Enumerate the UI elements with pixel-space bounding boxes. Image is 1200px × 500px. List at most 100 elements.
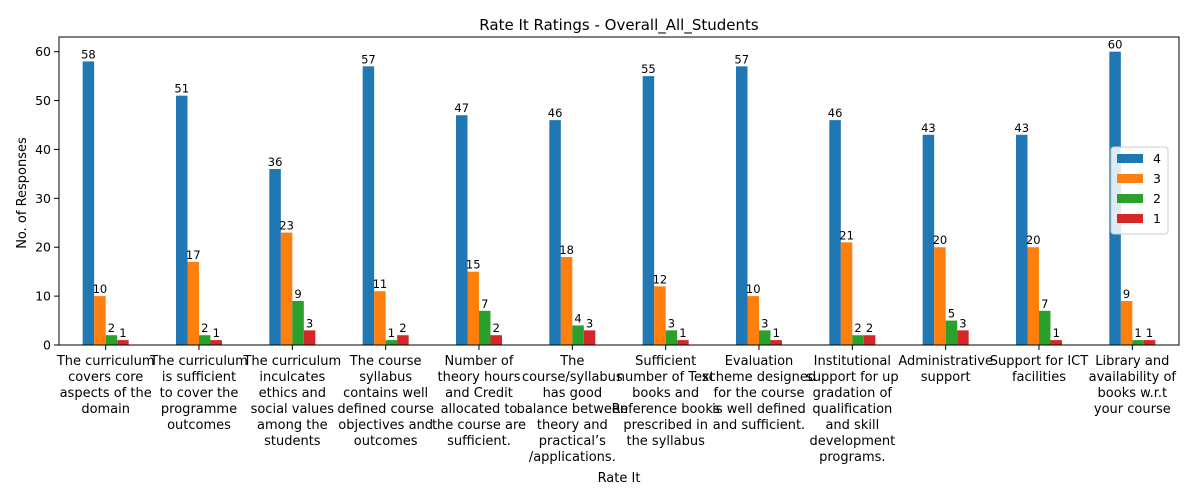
bar-1-8 <box>770 340 782 345</box>
bar-value-label: 3 <box>761 316 768 330</box>
bar-4-5 <box>456 115 468 345</box>
x-category-label-line: theory hours <box>437 370 520 385</box>
x-category-label-line: outcomes <box>167 418 231 433</box>
x-category-label-line: development <box>809 434 895 449</box>
plot-frame <box>58 36 1180 346</box>
bar-value-label: 51 <box>174 82 189 96</box>
x-axis-label: Rate It <box>598 471 641 486</box>
bar-2-8 <box>759 330 771 345</box>
x-category-label: The course/syllabus has good balance betwee… <box>517 354 629 465</box>
x-category-label: Library and availability of books w.r.t you… <box>1089 354 1177 417</box>
legend-swatch-1 <box>1117 214 1143 223</box>
y-axis-ticks: 0 10 20 30 40 50 60 <box>35 44 59 353</box>
bar-2-11 <box>1039 310 1051 345</box>
x-category-label-line: has good <box>543 386 603 401</box>
x-category-label-line: support <box>921 370 971 385</box>
x-category-label-line: programme <box>161 402 237 417</box>
bar-1-10 <box>957 330 969 345</box>
bar-4-10 <box>922 134 935 345</box>
bar-2-7 <box>665 330 678 345</box>
bar-value-label: 7 <box>1041 297 1048 311</box>
x-category-label-line: social values <box>251 402 335 417</box>
bar-value-label: 43 <box>921 121 936 135</box>
bar-value-label: 10 <box>93 282 108 296</box>
bar-4-3 <box>269 169 281 345</box>
x-category-label-line: qualification <box>812 402 892 417</box>
bar-4-8 <box>736 66 748 345</box>
bar-2-6 <box>572 325 584 345</box>
x-category-label-line: for the course <box>714 386 805 401</box>
bar-1-5 <box>490 335 502 345</box>
bar-value-label: 9 <box>294 287 301 301</box>
bar-2-3 <box>292 301 304 345</box>
bar-4-7 <box>642 76 655 345</box>
bar-value-label: 2 <box>866 321 873 335</box>
x-category-label: The curriculum inculcates ethics and social… <box>242 354 341 449</box>
x-category-label-line: domain <box>81 402 130 417</box>
x-category-label-line: Evaluation <box>725 354 794 369</box>
legend-label: 2 <box>1153 191 1161 206</box>
bar-3-7 <box>654 286 666 345</box>
bar-value-label: 1 <box>1053 326 1060 340</box>
x-category-label-line: the syllabus <box>626 434 705 449</box>
bar-value-label: 2 <box>399 321 406 335</box>
bar-2-10 <box>945 320 958 345</box>
x-category-label-line: and Credit <box>445 386 513 401</box>
bar-value-label: 23 <box>279 219 294 233</box>
bar-value-label: 15 <box>466 258 481 272</box>
bar-4-11 <box>1016 134 1028 345</box>
x-category-label: Evaluation scheme designed for the course i… <box>702 354 816 433</box>
bar-value-label: 2 <box>108 321 115 335</box>
x-category-label: The curriculum is sufficient to cover the p… <box>149 354 248 433</box>
bar-4-1 <box>82 61 95 345</box>
x-category-label-line: and skill <box>825 418 879 433</box>
bar-3-10 <box>934 247 946 345</box>
bar-4-4 <box>362 66 375 345</box>
x-category-label-line: Reference books <box>612 402 720 417</box>
legend-label: 4 <box>1153 151 1161 166</box>
x-category-label-line: programs. <box>819 450 885 465</box>
bar-3-6 <box>560 257 573 345</box>
x-category-label-line: defined course <box>337 402 434 417</box>
bar-value-label: 2 <box>201 321 208 335</box>
bar-3-1 <box>94 296 106 345</box>
x-category-label-line: books and <box>632 386 699 401</box>
bar-3-12 <box>1120 301 1133 345</box>
bar-value-label: 3 <box>668 316 675 330</box>
x-category-label-line: The <box>559 354 584 369</box>
legend-swatch-3 <box>1117 174 1143 183</box>
x-category-label-line: course/syllabus <box>522 370 623 385</box>
x-category-label-line: outcomes <box>354 434 418 449</box>
legend: 4 3 2 1 <box>1110 146 1169 235</box>
bar-1-9 <box>863 335 876 345</box>
bar-value-label: 58 <box>81 47 96 61</box>
bar-4-6 <box>549 120 561 345</box>
bar-2-2 <box>199 335 211 345</box>
bar-value-label: 46 <box>828 106 843 120</box>
bar-value-label: 10 <box>746 282 761 296</box>
x-category-label-line: Administrative <box>898 354 993 369</box>
x-category-label-line: sufficient. <box>447 434 511 449</box>
legend-swatch-4 <box>1117 154 1143 163</box>
bar-1-3 <box>303 330 316 345</box>
x-category-label-line: Library and <box>1095 354 1169 369</box>
bar-value-label: 1 <box>773 326 780 340</box>
bar-value-label: 1 <box>388 326 395 340</box>
x-category-label-line: theory and <box>537 418 608 433</box>
bar-4-2 <box>176 95 188 346</box>
y-axis-label: No. of Responses <box>15 137 30 249</box>
x-category-label-line: and sufficient. <box>713 418 805 433</box>
legend-swatch-2 <box>1117 194 1143 203</box>
bar-1-12 <box>1143 340 1156 345</box>
x-category-label-line: allocated to <box>441 402 518 417</box>
bar-value-label: 7 <box>481 297 488 311</box>
bar-3-9 <box>840 242 853 345</box>
x-category-label: The course syllabus contains well defined c… <box>337 354 434 449</box>
bar-value-label: 2 <box>493 321 500 335</box>
bar-value-label: 1 <box>119 326 126 340</box>
bar-value-label: 1 <box>1146 326 1153 340</box>
bar-1-7 <box>677 340 689 345</box>
bar-value-label: 1 <box>679 326 686 340</box>
bar-value-label: 4 <box>574 311 581 325</box>
